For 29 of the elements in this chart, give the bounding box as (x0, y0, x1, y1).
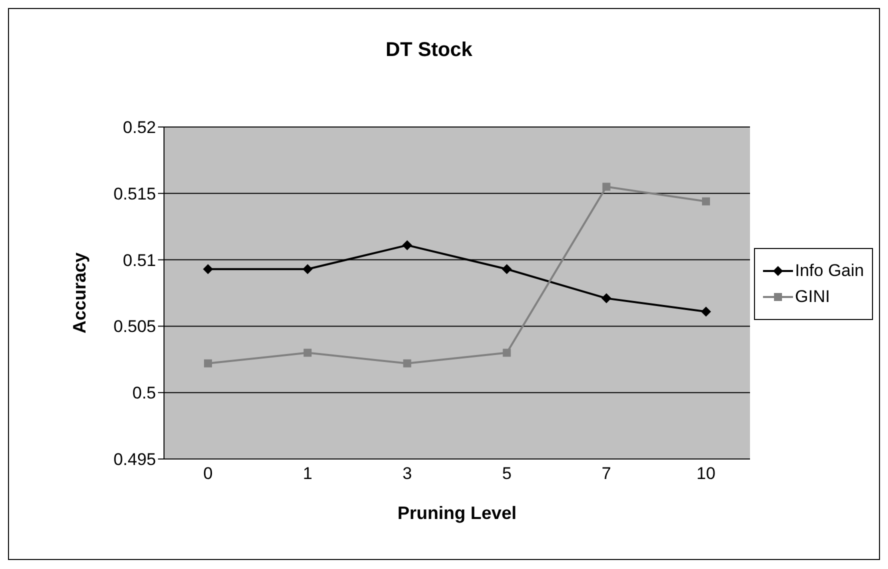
y-tick-label: 0.52 (122, 118, 156, 138)
x-tick-label: 1 (302, 464, 312, 484)
point (203, 264, 213, 274)
x-tick-label: 5 (502, 464, 512, 484)
y-axis-title: Accuracy (69, 252, 90, 334)
point (402, 240, 412, 250)
x-tick-label: 3 (402, 464, 412, 484)
point (502, 348, 511, 357)
point (702, 197, 710, 206)
chart-title: DT Stock (384, 39, 474, 62)
y-tick-label: 0.5 (132, 384, 156, 403)
point (204, 359, 212, 368)
legend-label: Info Gain (795, 261, 864, 281)
y-tick-label: 0.505 (113, 317, 156, 336)
point (403, 359, 412, 368)
point (502, 264, 512, 274)
point (602, 182, 610, 191)
x-tick-label: 7 (602, 464, 612, 484)
x-tick-label: 10 (696, 464, 716, 484)
point (302, 264, 313, 274)
y-tick-label: 0.51 (122, 250, 156, 270)
point (701, 306, 711, 317)
y-tick-label: 0.495 (113, 450, 156, 470)
point (304, 348, 312, 357)
y-tick-label: 0.515 (113, 184, 156, 204)
legend-label: GINI (795, 287, 830, 307)
x-axis-title: Pruning Level (397, 503, 517, 523)
x-tick-label: 0 (203, 464, 213, 484)
point (601, 293, 612, 304)
